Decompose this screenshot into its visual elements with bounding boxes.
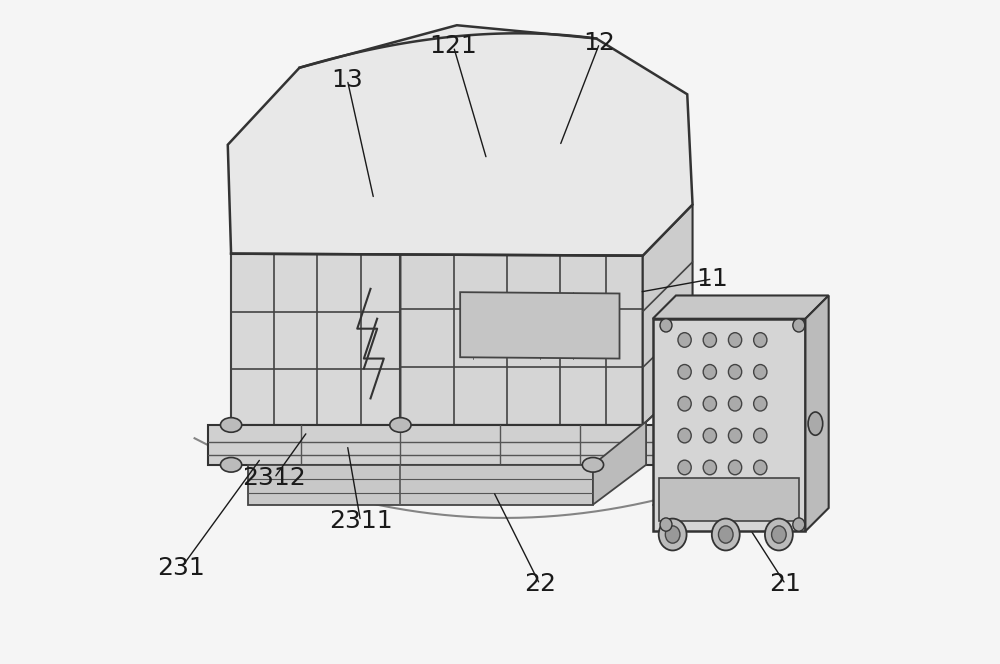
Ellipse shape [390,418,411,432]
Ellipse shape [754,428,767,443]
Ellipse shape [793,319,805,332]
Ellipse shape [678,396,691,411]
Ellipse shape [660,319,672,332]
Ellipse shape [712,519,740,550]
Ellipse shape [220,457,242,472]
Polygon shape [228,25,693,256]
Ellipse shape [754,333,767,347]
Ellipse shape [678,460,691,475]
Ellipse shape [728,396,742,411]
Polygon shape [653,295,829,319]
Polygon shape [400,254,643,425]
Polygon shape [673,375,719,465]
Polygon shape [248,465,593,505]
Ellipse shape [728,428,742,443]
Ellipse shape [582,457,604,472]
Text: 231: 231 [157,556,205,580]
Ellipse shape [772,526,786,543]
Ellipse shape [703,333,716,347]
Text: 21: 21 [770,572,801,596]
Ellipse shape [703,396,716,411]
Text: 2311: 2311 [329,509,392,533]
Text: 22: 22 [524,572,556,596]
Ellipse shape [678,365,691,379]
Polygon shape [231,254,400,425]
Ellipse shape [659,519,687,550]
Polygon shape [593,422,646,505]
Text: 2312: 2312 [242,466,306,490]
Polygon shape [208,425,673,465]
Ellipse shape [703,365,716,379]
Text: 12: 12 [584,31,616,55]
Ellipse shape [793,518,805,531]
Ellipse shape [728,460,742,475]
Polygon shape [653,319,805,531]
Polygon shape [643,205,693,425]
Ellipse shape [678,428,691,443]
Ellipse shape [718,526,733,543]
Ellipse shape [728,365,742,379]
Ellipse shape [808,412,823,436]
Ellipse shape [765,519,793,550]
Ellipse shape [703,460,716,475]
Ellipse shape [703,428,716,443]
Polygon shape [805,295,829,531]
Ellipse shape [754,460,767,475]
Text: 13: 13 [331,68,363,92]
Ellipse shape [660,518,672,531]
Ellipse shape [754,396,767,411]
Text: 11: 11 [697,267,728,291]
Ellipse shape [728,333,742,347]
Ellipse shape [665,526,680,543]
Polygon shape [460,292,620,359]
Ellipse shape [754,365,767,379]
Ellipse shape [678,333,691,347]
Polygon shape [659,478,799,521]
Ellipse shape [220,418,242,432]
Text: 121: 121 [430,35,477,58]
